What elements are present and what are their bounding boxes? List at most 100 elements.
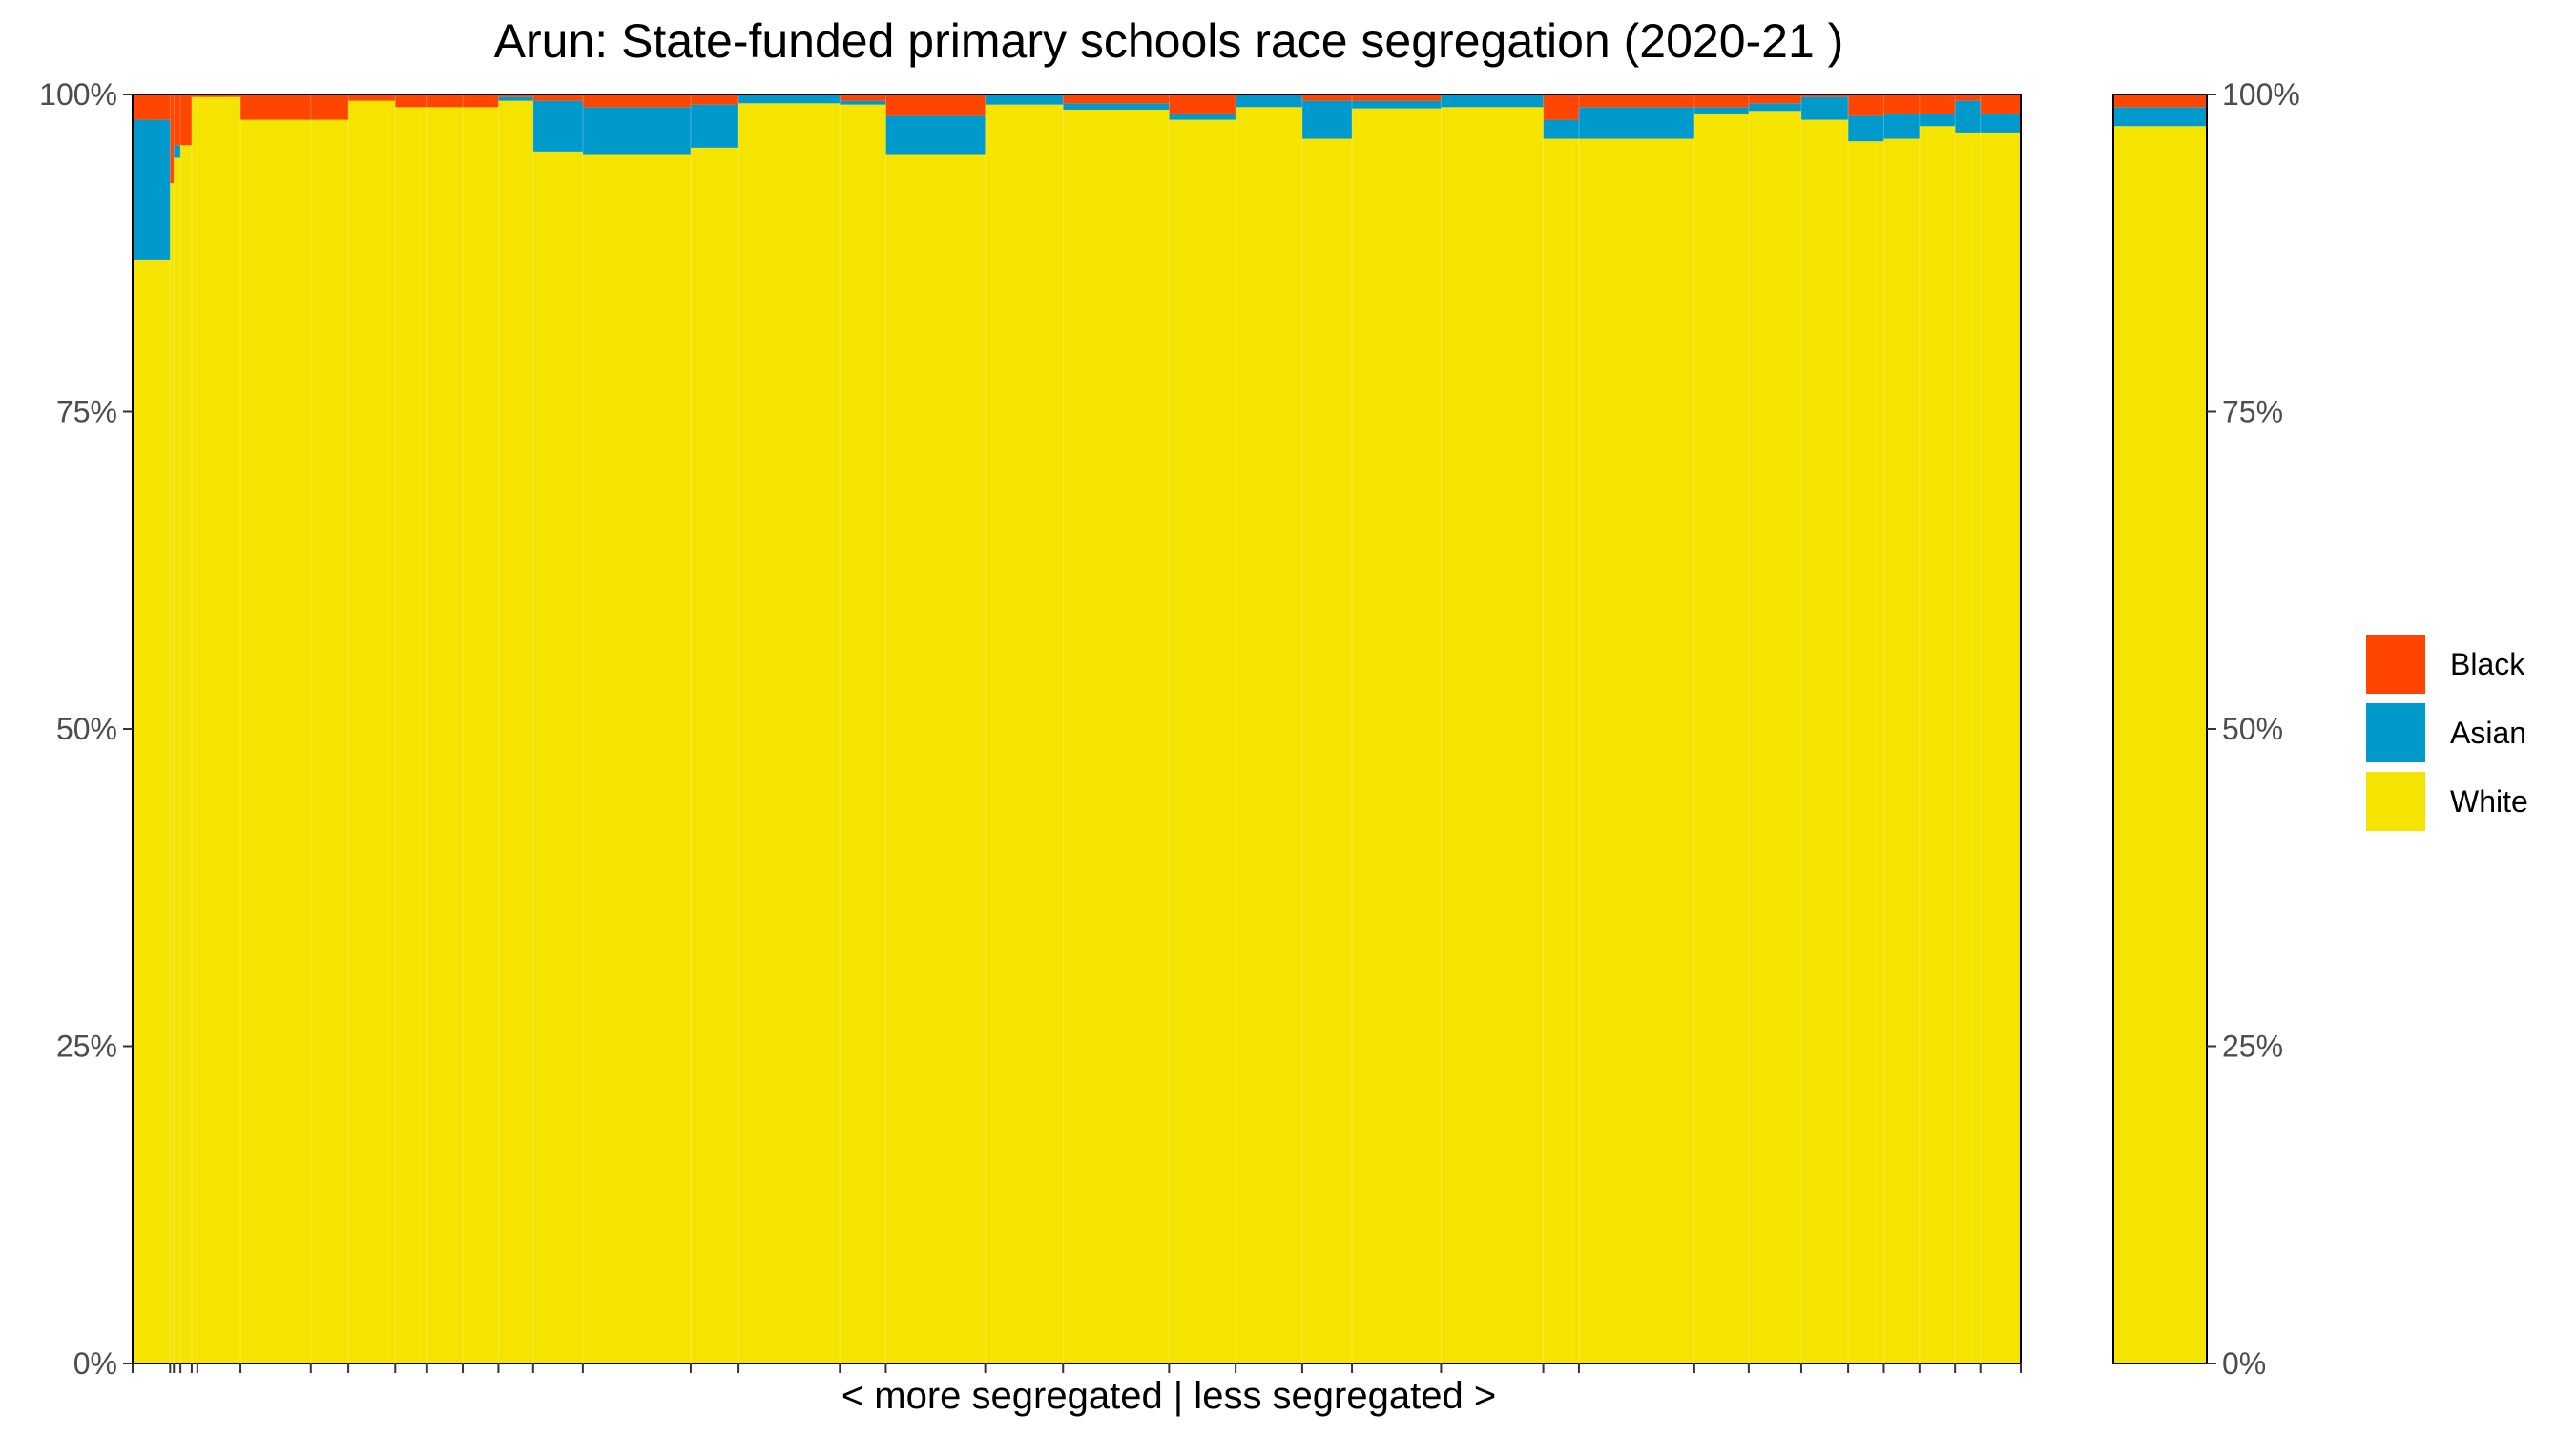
bar-15-black-segment [582,94,692,108]
bar-4-white-segment [180,145,193,1364]
bar-4-black-segment [180,94,193,146]
bar-27-asian-segment [1543,119,1580,139]
bar-8-white-segment [310,119,349,1364]
bars-layer [132,94,2208,1364]
summary-bar-white-segment [2113,126,2207,1363]
bar-14-black-segment [532,94,584,101]
bar-7-black-segment [240,94,312,120]
bar-10-white-segment [395,107,428,1363]
bar-32-black-segment [1848,94,1885,116]
bar-33-asian-segment [1883,113,1921,139]
bar-17-white-segment [738,103,841,1363]
bar-16-black-segment [690,94,739,105]
bar-3-black-segment [174,94,181,146]
legend-label-asian: Asian [2450,716,2526,750]
bar-15-asian-segment [582,107,692,155]
y-tick-label-right: 25% [2222,1030,2283,1064]
bar-32-white-segment [1848,141,1885,1364]
bar-5-white-segment [191,96,198,1363]
bar-33-black-segment [1883,94,1921,114]
bar-19-asian-segment [885,115,987,155]
bar-34-asian-segment [1919,113,1956,127]
summary-bar-asian-segment [2113,107,2207,127]
bar-36-black-segment [1980,94,2022,114]
bar-27-white-segment [1543,138,1580,1363]
y-tick-label-right: 100% [2222,77,2300,112]
bar-28-white-segment [1578,138,1695,1363]
bar-29-black-segment [1693,94,1750,108]
legend-swatch-asian [2366,703,2425,762]
bar-1-black-segment [133,94,171,120]
bar-36-asian-segment [1980,113,2022,133]
bar-31-black-segment [1800,94,1849,97]
bar-31-asian-segment [1800,96,1849,120]
axes-layer: 0% 0% 25% 25% 50% 50% 75% 75% 100% 100% [39,77,2300,1381]
legend: Black Asian White [2366,635,2528,831]
bar-30-white-segment [1748,111,1802,1363]
bar-21-white-segment [1063,109,1170,1364]
bar-26-asian-segment [1441,94,1545,108]
bar-14-asian-segment [532,100,584,152]
bar-35-asian-segment [1955,100,1982,133]
bar-36-white-segment [1980,132,2022,1363]
y-tick-label-left: 50% [56,712,117,746]
bar-25-white-segment [1352,108,1443,1363]
bar-34-black-segment [1919,94,1956,114]
y-tick-label-right: 75% [2222,395,2283,429]
bar-22-asian-segment [1169,113,1236,120]
bar-18-asian-segment [840,100,887,105]
bar-6-white-segment [197,96,241,1363]
bar-18-black-segment [840,94,887,101]
bar-11-white-segment [426,107,464,1363]
legend-swatch-black [2366,635,2425,694]
bar-6-black-segment [197,94,241,97]
bar-25-asian-segment [1352,100,1443,109]
bar-12-white-segment [463,107,500,1363]
y-tick-label-left: 0% [73,1346,117,1381]
legend-swatch-white [2366,772,2425,831]
bar-27-black-segment [1543,94,1580,120]
bar-13-asian-segment [498,96,534,101]
y-tick-label-left: 25% [56,1030,117,1064]
bar-3-white-segment [174,157,181,1363]
bar-16-asian-segment [690,104,739,148]
bar-19-black-segment [885,94,987,116]
bar-29-white-segment [1693,113,1750,1364]
bar-22-white-segment [1169,119,1236,1364]
bar-16-white-segment [690,147,739,1364]
bar-35-black-segment [1955,94,1982,101]
bar-32-asian-segment [1848,115,1885,142]
bar-35-white-segment [1955,132,1982,1363]
bar-2-black-segment [170,94,175,184]
bar-8-black-segment [310,94,349,120]
bar-21-asian-segment [1063,103,1170,110]
bar-22-black-segment [1169,94,1236,114]
bar-11-black-segment [426,94,464,108]
bar-5-black-segment [191,94,198,97]
bar-30-black-segment [1748,94,1802,104]
bar-13-white-segment [498,100,534,1363]
bar-33-white-segment [1883,138,1921,1363]
bar-34-white-segment [1919,126,1956,1363]
bar-1-white-segment [133,259,171,1363]
bar-12-black-segment [463,94,500,108]
bar-1-asian-segment [133,119,171,260]
bar-31-white-segment [1800,119,1849,1364]
bar-24-black-segment [1301,94,1353,101]
y-tick-label-right: 50% [2222,712,2283,746]
bar-17-asian-segment [738,94,841,104]
bar-28-black-segment [1578,94,1695,108]
bar-26-white-segment [1441,107,1545,1363]
bar-28-asian-segment [1578,107,1695,139]
bar-30-asian-segment [1748,103,1802,112]
bar-15-white-segment [582,154,692,1363]
bar-24-asian-segment [1301,100,1353,139]
y-tick-label-left: 75% [56,395,117,429]
bar-19-white-segment [885,154,987,1363]
bar-9-black-segment [348,94,396,101]
bar-20-asian-segment [985,94,1064,105]
bar-3-asian-segment [174,145,181,158]
bar-2-white-segment [170,183,175,1364]
legend-label-white: White [2450,784,2528,819]
